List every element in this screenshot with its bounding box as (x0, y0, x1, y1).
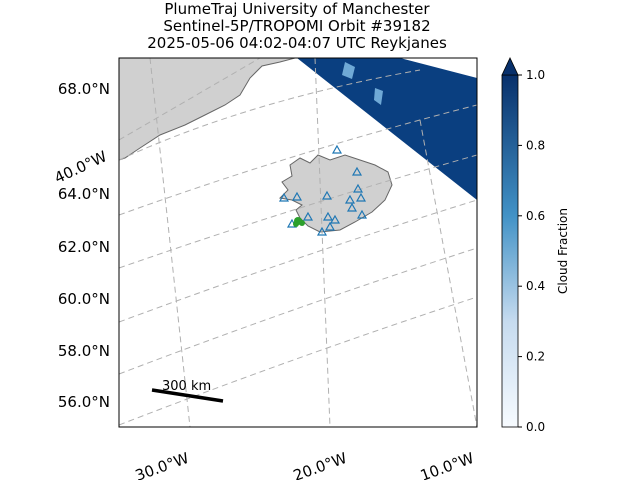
colorbar-tick-label: 0.0 (526, 420, 545, 434)
lat-label: 60.0°N (58, 290, 110, 308)
colorbar: Cloud Fraction 0.0 0.2 0.4 0.6 0.8 1.0 (501, 57, 570, 434)
lon-label: 30.0°W (133, 449, 192, 480)
colorbar-tick-label: 0.6 (526, 209, 545, 223)
graticule (119, 58, 261, 141)
cloud-patch (342, 62, 383, 105)
colorbar-tick-label: 0.4 (526, 279, 545, 293)
graticule (119, 154, 477, 269)
lon-label: 20.0°W (291, 449, 350, 480)
colorbar-tick-label: 0.2 (526, 350, 545, 364)
plume-points (293, 217, 305, 227)
title-line: PlumeTraj University of Manchester (164, 0, 430, 18)
colorbar-ramp (501, 74, 519, 428)
lat-label: 56.0°N (58, 393, 110, 411)
greenland (119, 58, 296, 161)
scale-bar (151, 388, 224, 403)
volcano-markers (278, 144, 368, 236)
lat-label: 68.0°N (58, 80, 110, 98)
graticule (149, 58, 191, 427)
graticule (119, 296, 477, 426)
lon-label: 40.0°W (52, 147, 110, 187)
graticule (119, 69, 421, 161)
scale-label: 300 km (162, 379, 211, 394)
colorbar-label: Cloud Fraction (556, 208, 570, 294)
graticule (419, 119, 477, 427)
colorbar-tick-label: 1.0 (526, 68, 545, 82)
colorbar-extend (501, 57, 519, 76)
lon-label: 10.0°W (418, 449, 477, 480)
lat-label: 64.0°N (58, 185, 110, 203)
map: 300 km (118, 57, 478, 428)
colorbar-tick-label: 0.8 (526, 138, 545, 152)
graticule (119, 199, 477, 323)
title-line: Sentinel-5P/TROPOMI Orbit #39182 (163, 17, 430, 35)
title-line: 2025-05-06 04:02-04:07 UTC Reykjanes (147, 34, 447, 52)
lat-label: 58.0°N (58, 342, 110, 360)
map-frame (118, 57, 478, 428)
graticule (119, 104, 477, 216)
lat-label: 62.0°N (58, 238, 110, 256)
graticule (314, 58, 331, 427)
graticule (119, 247, 477, 375)
